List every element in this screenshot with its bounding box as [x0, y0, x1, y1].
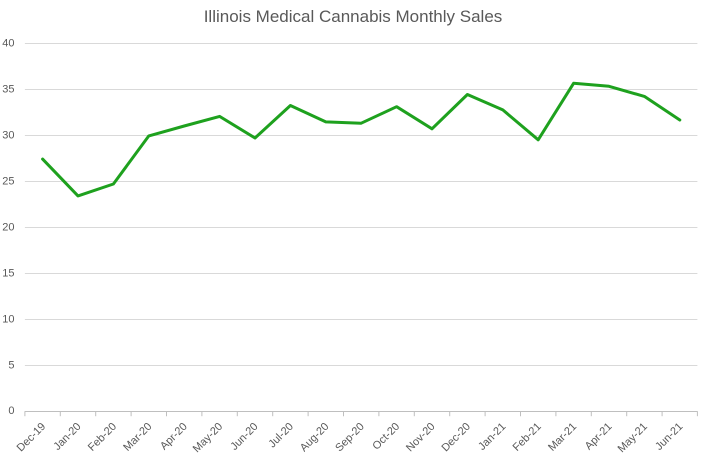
svg-text:25: 25 [2, 176, 14, 188]
svg-text:35: 35 [2, 84, 14, 96]
svg-text:10: 10 [2, 314, 14, 326]
svg-text:0: 0 [8, 405, 14, 417]
svg-text:Illinois Medical Cannabis Mont: Illinois Medical Cannabis Monthly Sales [204, 7, 503, 26]
svg-text:30: 30 [2, 130, 14, 142]
svg-text:20: 20 [2, 222, 14, 234]
svg-text:40: 40 [2, 38, 14, 50]
svg-text:15: 15 [2, 268, 14, 280]
svg-text:5: 5 [8, 360, 14, 372]
